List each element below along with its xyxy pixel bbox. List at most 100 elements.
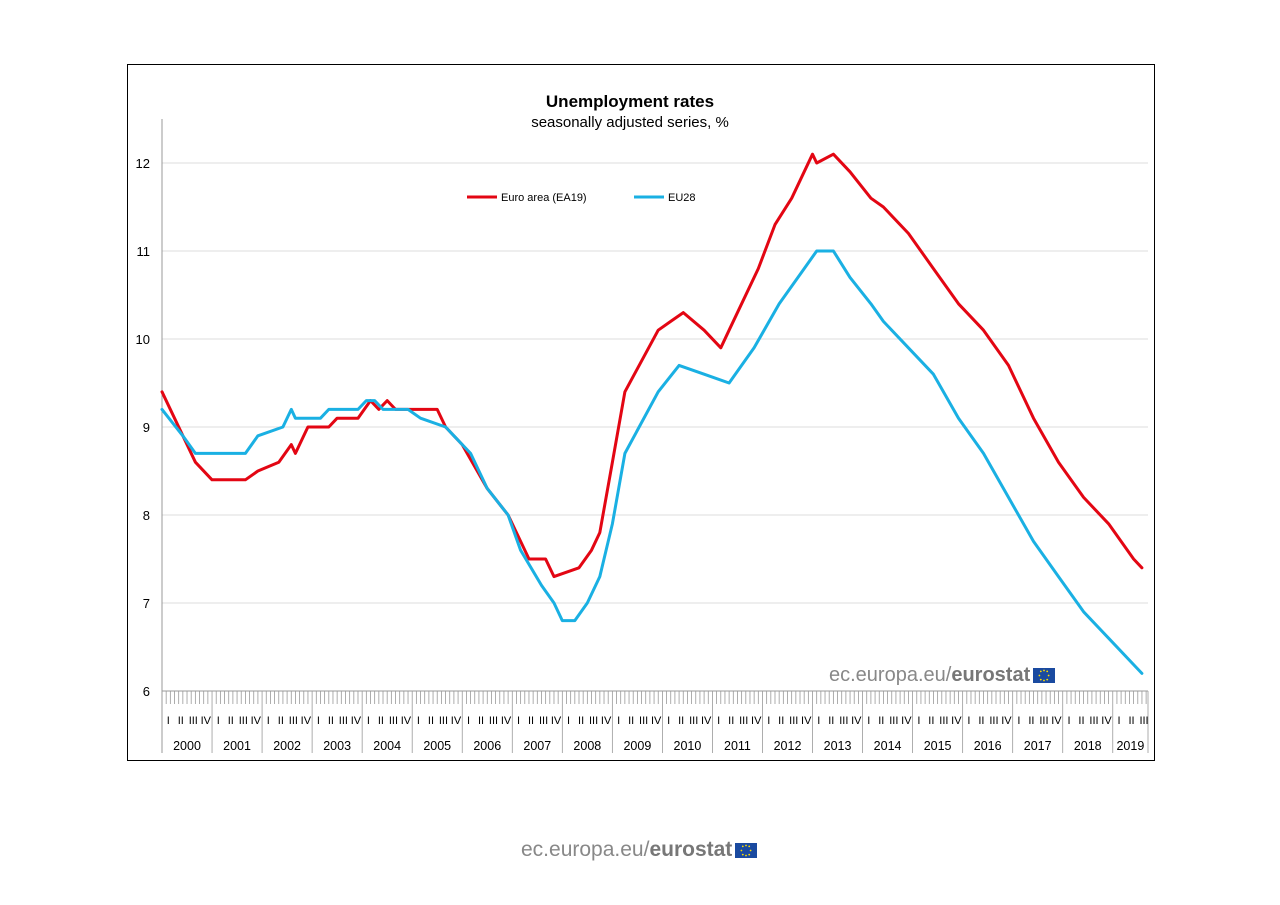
quarter-label: I	[967, 715, 970, 727]
quarter-label: II	[978, 715, 984, 727]
quarter-label: I	[667, 715, 670, 727]
year-label: 2004	[373, 739, 401, 753]
year-label: 2003	[323, 739, 351, 753]
quarter-label: II	[678, 715, 684, 727]
quarter-label: IV	[551, 715, 562, 727]
quarter-label: I	[1017, 715, 1020, 727]
quarter-label: I	[417, 715, 420, 727]
quarter-label: III	[439, 715, 448, 727]
quarter-label: IV	[1051, 715, 1062, 727]
quarter-label: I	[267, 715, 270, 727]
quarter-label: III	[639, 715, 648, 727]
quarter-label: I	[817, 715, 820, 727]
quarter-label: II	[1078, 715, 1084, 727]
quarter-label: I	[517, 715, 520, 727]
quarter-label: II	[878, 715, 884, 727]
quarter-label: III	[189, 715, 198, 727]
quarter-label: II	[528, 715, 534, 727]
watermark-brand: eurostat	[951, 664, 1031, 686]
quarter-label: II	[428, 715, 434, 727]
quarter-label: IV	[751, 715, 762, 727]
chart-title: Unemployment rates	[546, 92, 714, 111]
year-label: 2000	[173, 739, 201, 753]
quarter-label: I	[467, 715, 470, 727]
quarter-label: III	[489, 715, 498, 727]
watermark: ec.europa.eu/eurostat	[829, 664, 1056, 687]
quarter-label: II	[278, 715, 284, 727]
quarter-label: III	[989, 715, 998, 727]
quarter-label: II	[328, 715, 334, 727]
quarter-label: IV	[451, 715, 462, 727]
year-label: 2018	[1074, 739, 1102, 753]
legend: Euro area (EA19) EU28	[467, 192, 696, 204]
quarter-label: II	[778, 715, 784, 727]
year-label: 2012	[774, 739, 802, 753]
quarter-label: IV	[1001, 715, 1012, 727]
quarter-label: III	[839, 715, 848, 727]
year-label: 2009	[623, 739, 651, 753]
year-label: 2013	[824, 739, 852, 753]
quarter-label: I	[1117, 715, 1120, 727]
year-label: 2008	[573, 739, 601, 753]
quarter-label: III	[539, 715, 548, 727]
quarter-label: IV	[951, 715, 962, 727]
legend-label: Euro area (EA19)	[501, 192, 587, 204]
quarter-label: IV	[501, 715, 512, 727]
y-tick-label: 7	[143, 596, 150, 611]
quarter-label: IV	[351, 715, 362, 727]
year-label: 2006	[473, 739, 501, 753]
legend-label: EU28	[668, 192, 696, 204]
quarter-label: III	[939, 715, 948, 727]
year-label: 2001	[223, 739, 251, 753]
y-tick-label: 10	[136, 332, 150, 347]
quarter-label: III	[239, 715, 248, 727]
year-label: 2016	[974, 739, 1002, 753]
footer-brand: ec.europa.eu/eurostat	[521, 838, 758, 862]
quarter-label: II	[1128, 715, 1134, 727]
quarter-label: I	[367, 715, 370, 727]
year-label: 2005	[423, 739, 451, 753]
year-label: 2017	[1024, 739, 1052, 753]
quarter-label: I	[167, 715, 170, 727]
quarter-label: I	[867, 715, 870, 727]
y-tick-label: 8	[143, 508, 150, 523]
quarter-label: II	[578, 715, 584, 727]
quarter-label: IV	[801, 715, 812, 727]
series-line	[160, 152, 1144, 579]
year-label: 2010	[674, 739, 702, 753]
quarter-label: IV	[901, 715, 912, 727]
quarter-label: II	[828, 715, 834, 727]
quarter-label: III	[339, 715, 348, 727]
quarter-label: II	[728, 715, 734, 727]
quarter-label: I	[717, 715, 720, 727]
y-tick-label: 9	[143, 420, 150, 435]
quarter-label: II	[178, 715, 184, 727]
year-label: 2011	[724, 739, 751, 753]
chart-frame	[127, 64, 1155, 761]
eu-flag-icon	[1033, 668, 1056, 683]
quarter-label: IV	[301, 715, 312, 727]
watermark-prefix: ec.europa.eu/	[829, 664, 952, 686]
quarter-label: II	[228, 715, 234, 727]
quarter-label: III	[289, 715, 298, 727]
quarter-label: II	[478, 715, 484, 727]
quarter-label: IV	[601, 715, 612, 727]
quarter-label: III	[1039, 715, 1048, 727]
quarter-label: III	[739, 715, 748, 727]
quarter-label: III	[689, 715, 698, 727]
quarter-label: I	[317, 715, 320, 727]
quarter-label: I	[917, 715, 920, 727]
quarter-label: II	[628, 715, 634, 727]
quarter-label: III	[889, 715, 898, 727]
quarter-label: III	[789, 715, 798, 727]
quarter-label: III	[589, 715, 598, 727]
quarter-label: II	[1028, 715, 1034, 727]
chart-subtitle: seasonally adjusted series, %	[531, 114, 729, 131]
year-label: 2015	[924, 739, 952, 753]
quarter-label: I	[217, 715, 220, 727]
quarter-label: III	[389, 715, 398, 727]
footer-brand-name: eurostat	[649, 838, 733, 861]
quarter-label: IV	[401, 715, 412, 727]
year-label: 2019	[1116, 739, 1144, 753]
y-tick-label: 6	[143, 684, 150, 699]
